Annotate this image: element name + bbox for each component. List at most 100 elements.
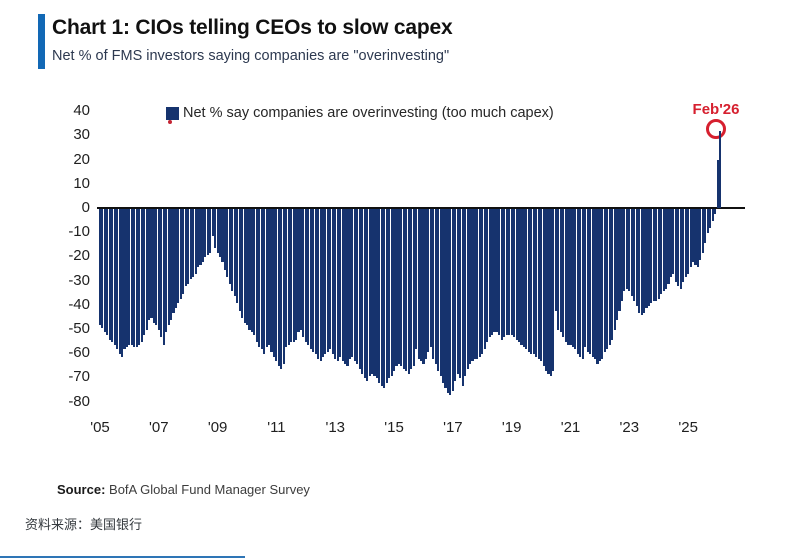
bar [486, 209, 489, 343]
bar [170, 209, 173, 321]
x-tick-label: '13 [325, 419, 346, 436]
bar [603, 209, 606, 352]
bar [260, 209, 263, 350]
bar [540, 209, 543, 362]
bar [613, 209, 616, 330]
bar [638, 209, 641, 314]
bar [361, 209, 364, 374]
bar [201, 209, 204, 263]
bar [272, 209, 276, 357]
bar [370, 209, 374, 374]
bar [422, 209, 425, 364]
bar [385, 209, 388, 384]
bar [125, 209, 128, 347]
bar [341, 209, 344, 362]
bar [535, 209, 538, 357]
bar [655, 209, 658, 301]
bar [189, 209, 192, 280]
bar [402, 209, 405, 369]
bar [628, 209, 631, 292]
bar [657, 209, 660, 299]
bar [268, 209, 271, 345]
y-tick-label: 0 [81, 199, 90, 216]
bar [481, 209, 484, 355]
bar [412, 209, 415, 367]
bar [527, 209, 530, 352]
bar [397, 209, 401, 364]
bar [567, 209, 570, 345]
bar [576, 209, 579, 355]
bar [464, 209, 467, 376]
bar [574, 209, 577, 350]
bar [687, 209, 690, 275]
bar [182, 209, 185, 294]
x-tick-label: '19 [501, 419, 522, 436]
bar [145, 209, 148, 330]
bar [196, 209, 200, 268]
bar [184, 209, 187, 287]
bar [704, 209, 707, 243]
bar [304, 209, 307, 343]
y-tick-label: -30 [68, 271, 90, 289]
bar [128, 209, 131, 345]
bar [581, 209, 584, 360]
bar [324, 209, 327, 355]
bar [471, 209, 474, 362]
title-accent-bar [38, 14, 45, 69]
bar [147, 209, 151, 321]
bar [177, 209, 180, 304]
bar [442, 209, 445, 384]
bar [113, 209, 116, 345]
bar [562, 209, 565, 338]
bar [383, 209, 386, 389]
bar [601, 209, 604, 360]
bar [495, 209, 499, 333]
x-tick-label: '23 [619, 419, 640, 436]
bar [287, 209, 290, 345]
bar [660, 209, 663, 294]
bar [294, 209, 298, 340]
bar [233, 209, 236, 297]
bar [552, 209, 555, 372]
bar [336, 209, 339, 362]
bar [468, 209, 472, 364]
bar [167, 209, 170, 326]
bar [307, 209, 310, 345]
bar [500, 209, 503, 340]
bar [98, 209, 102, 326]
bar [344, 209, 347, 364]
bar [518, 209, 521, 343]
bar [393, 209, 396, 372]
stray-red-dot [168, 120, 172, 124]
bar [243, 209, 246, 323]
bar [667, 209, 670, 285]
bar [263, 209, 266, 355]
bar [503, 209, 506, 338]
bar [476, 209, 479, 360]
bar [672, 209, 675, 275]
bar [366, 209, 369, 381]
bar [525, 209, 528, 350]
bar [537, 209, 540, 360]
bar [579, 209, 582, 357]
y-tick-label: 30 [73, 126, 90, 144]
y-tick-label: -80 [68, 392, 90, 410]
bar [192, 209, 195, 277]
bar [285, 209, 288, 347]
bar [718, 130, 722, 208]
bar [520, 209, 523, 345]
bar [219, 209, 222, 258]
bar [608, 209, 611, 345]
bar [258, 209, 261, 347]
bar [312, 209, 315, 352]
bar [694, 209, 697, 265]
bar [346, 209, 349, 367]
x-tick-label: '25 [678, 419, 698, 436]
bar [645, 209, 648, 309]
bar [586, 209, 589, 352]
bar [407, 209, 410, 374]
bar [554, 209, 557, 311]
bar [133, 209, 136, 347]
bar [326, 209, 329, 352]
